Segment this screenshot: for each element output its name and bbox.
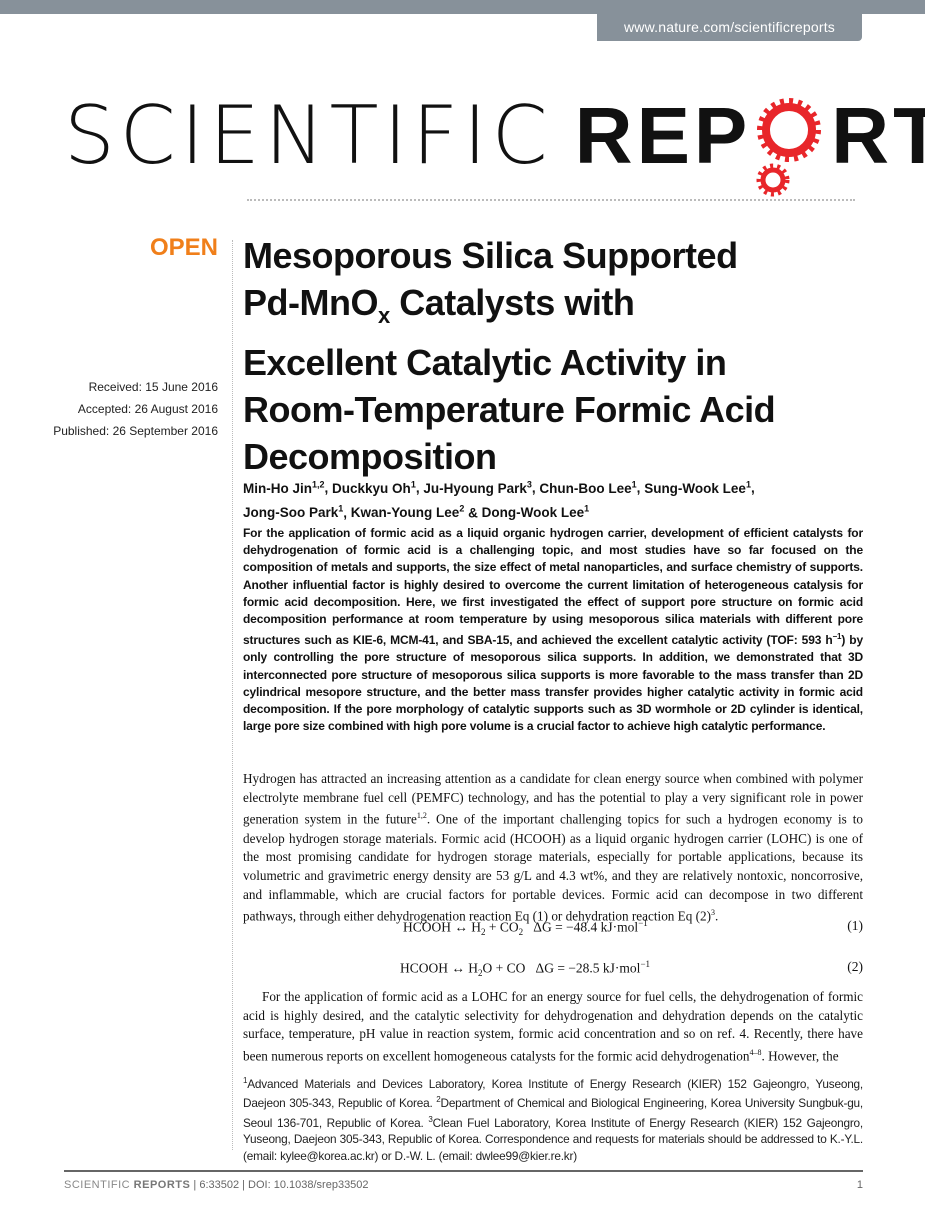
author[interactable]: Duckkyu Oh1 bbox=[332, 479, 416, 496]
author[interactable]: Sung-Wook Lee1 bbox=[644, 479, 751, 496]
open-access-badge: OPEN bbox=[149, 234, 218, 261]
title-line: Room-Temperature Formic Acid bbox=[243, 389, 776, 431]
author[interactable]: Min-Ho Jin1,2 bbox=[243, 479, 325, 496]
author-list: Min-Ho Jin1,2, Duckkyu Oh1, Ju-Hyoung Pa… bbox=[243, 479, 755, 521]
citation-link[interactable]: 1,2 bbox=[416, 811, 427, 821]
journal-url-link[interactable]: www.nature.com/scientificreports bbox=[597, 14, 862, 41]
divider bbox=[247, 199, 855, 201]
equation-number: (1) bbox=[847, 918, 863, 933]
body-paragraph: Hydrogen has attracted an increasing att… bbox=[243, 771, 863, 924]
abstract: For the application of formic acid as a … bbox=[243, 526, 863, 734]
author[interactable]: Kwan-Young Lee2 bbox=[350, 503, 465, 521]
footer-divider bbox=[64, 1170, 863, 1172]
author[interactable]: Jong-Soo Park1 bbox=[243, 503, 344, 521]
top-bar bbox=[0, 0, 925, 14]
footer-citation: SCIENTIFIC REPORTS | 6:33502 | DOI: 10.1… bbox=[64, 1179, 369, 1191]
gear-logo-icon bbox=[756, 98, 822, 197]
equation-number: (2) bbox=[847, 959, 863, 974]
author[interactable]: Ju-Hyoung Park3 bbox=[423, 479, 532, 496]
margin-divider bbox=[232, 240, 233, 1150]
affiliations-footnote: 1Advanced Materials and Devices Laborato… bbox=[243, 1076, 863, 1163]
citation-link[interactable]: 3 bbox=[711, 908, 715, 918]
body-paragraph: For the application of formic acid as a … bbox=[243, 989, 863, 1064]
received-date: Received: 15 June 2016 bbox=[88, 380, 218, 394]
logo-word-rts: RTS bbox=[831, 91, 925, 180]
author[interactable]: Chun-Boo Lee1 bbox=[539, 479, 637, 496]
title-line: Excellent Catalytic Activity in bbox=[243, 342, 727, 384]
logo-word-rep: REP bbox=[574, 91, 752, 180]
article-title: Mesoporous Silica Supported Pd-MnOx Cata… bbox=[243, 232, 863, 480]
accepted-date: Accepted: 26 August 2016 bbox=[77, 402, 218, 416]
published-date: Published: 26 September 2016 bbox=[53, 424, 218, 438]
citation-link[interactable]: 4–8 bbox=[749, 1048, 762, 1058]
title-line: Pd-MnOx Catalysts with bbox=[243, 282, 635, 329]
page-number: 1 bbox=[856, 1179, 863, 1191]
title-line: Mesoporous Silica Supported bbox=[243, 235, 738, 276]
journal-logo: SCIENTIFIC REP RTS bbox=[64, 96, 925, 197]
author[interactable]: Dong-Wook Lee1 bbox=[481, 503, 590, 521]
title-line: Decomposition bbox=[243, 436, 497, 478]
logo-word-scientific: SCIENTIFIC bbox=[64, 89, 553, 182]
article-dates: Received: 15 June 2016 Accepted: 26 Augu… bbox=[40, 376, 218, 442]
